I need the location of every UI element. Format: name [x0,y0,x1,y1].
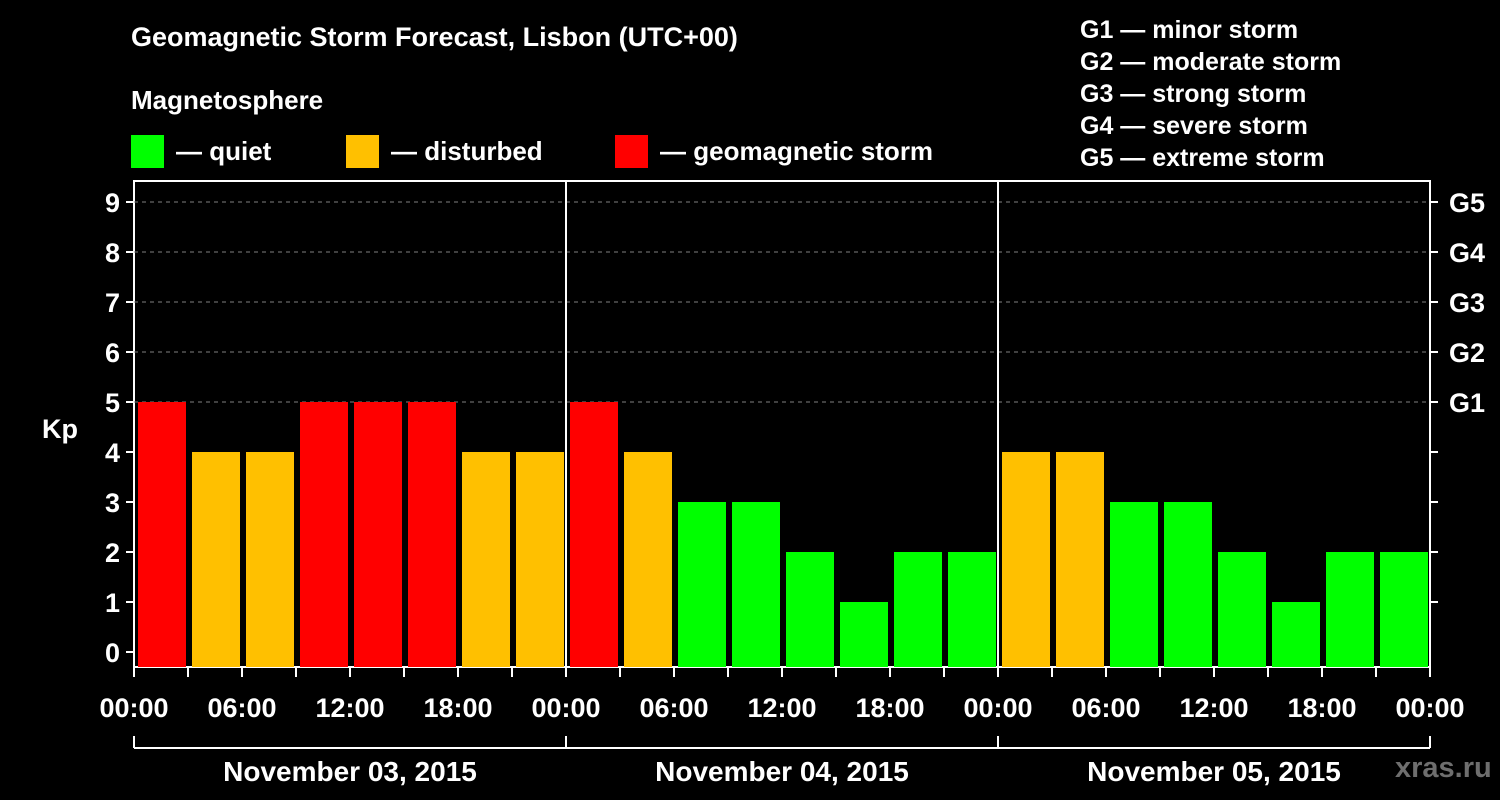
y-tick-label: 4 [105,438,120,468]
bar-day2-slot5 [786,552,834,667]
legend-label-disturbed: — disturbed [391,135,543,166]
bar-day2-slot1 [570,402,618,667]
bar-day1-slot8 [516,452,564,667]
x-tick-label: 00:00 [531,693,600,723]
x-tick-label: 18:00 [1287,693,1356,723]
x-tick-label: 00:00 [99,693,168,723]
bar-day2-slot6 [840,602,888,667]
bar-day1-slot6 [408,402,456,667]
bar-day3-slot8 [1380,552,1428,667]
storm-scale-g1: G1 — minor storm [1080,16,1299,44]
bar-day2-slot2 [624,452,672,667]
legend-swatch-quiet [131,134,164,168]
date-label-day2: November 04, 2015 [655,756,909,787]
x-tick-label: 00:00 [963,693,1032,723]
right-axis-label-g2: G2 [1449,338,1485,368]
x-tick-label: 06:00 [1071,693,1140,723]
chart-title: Geomagnetic Storm Forecast, Lisbon (UTC+… [131,22,738,52]
bar-day3-slot3 [1110,502,1158,667]
y-axis-label: Kp [42,414,78,444]
bar-day1-slot7 [462,452,510,667]
legend-swatch-disturbed [346,134,379,168]
right-axis-label-g1: G1 [1449,388,1485,418]
right-axis-label-g4: G4 [1449,238,1485,268]
bar-day1-slot1 [138,402,186,667]
x-tick-label: 18:00 [855,693,924,723]
legend-item-storm: — geomagnetic storm [615,134,933,168]
x-tick-label: 06:00 [639,693,708,723]
storm-scale-g3: G3 — strong storm [1080,80,1307,108]
bar-day3-slot5 [1218,552,1266,667]
legend-label-quiet: — quiet [176,135,272,166]
bar-day1-slot2 [192,452,240,667]
storm-scale-legend: G1 — minor storm G2 — moderate storm G3 … [1080,14,1341,174]
bar-day3-slot7 [1326,552,1374,667]
legend-swatch-storm [615,134,648,168]
storm-scale-g4: G4 — severe storm [1080,112,1308,140]
x-tick-label: 12:00 [1179,693,1248,723]
date-label-day3: November 05, 2015 [1087,756,1341,787]
y-tick-label: 0 [105,638,120,668]
bar-day1-slot3 [246,452,294,667]
x-tick-label: 12:00 [315,693,384,723]
x-tick-label: 12:00 [747,693,816,723]
bar-day2-slot3 [678,502,726,667]
bar-day3-slot1 [1002,452,1050,667]
legend-title: Magnetosphere [131,85,324,115]
storm-scale-g2: G2 — moderate storm [1080,48,1342,76]
legend-item-quiet: — quiet [131,134,271,168]
right-axis-label-g3: G3 [1449,288,1485,318]
y-tick-label: 2 [105,538,120,568]
storm-scale-g5: G5 — extreme storm [1080,144,1325,172]
x-tick-label: 00:00 [1395,693,1464,723]
y-tick-label: 3 [105,488,120,518]
y-tick-label: 5 [105,388,120,418]
legend-item-disturbed: — disturbed [346,134,543,168]
bar-day2-slot8 [948,552,996,667]
x-tick-label: 06:00 [207,693,276,723]
bar-day3-slot2 [1056,452,1104,667]
y-tick-label: 6 [105,338,120,368]
y-tick-label: 1 [105,588,120,618]
x-tick-label: 18:00 [423,693,492,723]
watermark: xras.ru [1395,752,1492,784]
legend-label-storm: — geomagnetic storm [660,135,934,166]
y-tick-label: 7 [105,288,120,318]
y-tick-label: 9 [105,188,120,218]
y-tick-label: 8 [105,238,120,268]
bar-day2-slot7 [894,552,942,667]
bar-day3-slot6 [1272,602,1320,667]
bar-day3-slot4 [1164,502,1212,667]
date-label-day1: November 03, 2015 [223,756,477,787]
right-axis-label-g5: G5 [1449,188,1485,218]
bar-day2-slot4 [732,502,780,667]
bar-day1-slot5 [354,402,402,667]
bar-day1-slot4 [300,402,348,667]
